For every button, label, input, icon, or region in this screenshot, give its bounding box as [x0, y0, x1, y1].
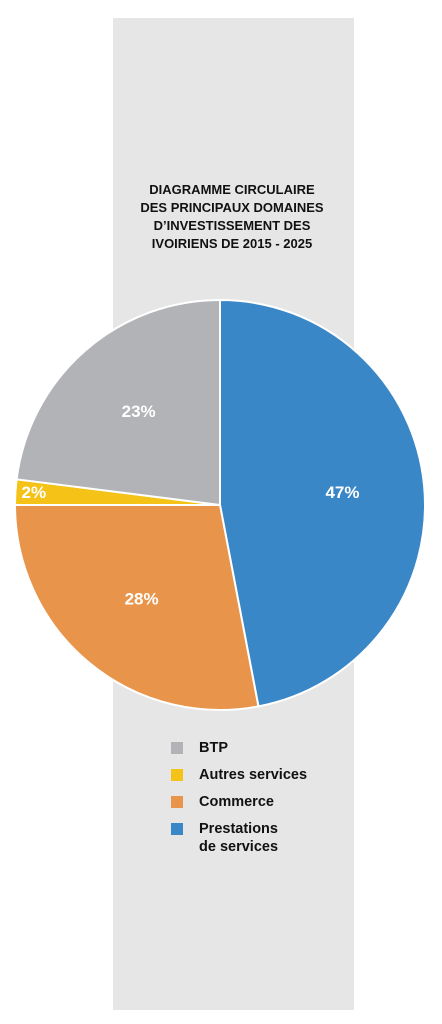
legend-swatch [171, 796, 183, 808]
legend-label: BTP [199, 740, 228, 756]
value-label: 28% [125, 589, 159, 608]
value-label: 23% [122, 402, 156, 421]
legend-label: Prestations de services [199, 821, 278, 855]
chart-title: DIAGRAMME CIRCULAIRE DES PRINCIPAUX DOMAI… [140, 182, 324, 251]
value-label: 47% [325, 483, 359, 502]
pie-slice [13, 504, 260, 711]
legend-label: Commerce [199, 794, 274, 810]
legend-swatch [171, 769, 183, 781]
value-label: 2% [22, 483, 47, 502]
legend-swatch [171, 823, 183, 835]
legend-label: Autres services [199, 767, 307, 783]
pie-slice [15, 298, 221, 507]
pie-slice [219, 298, 426, 708]
legend-swatch [171, 742, 183, 754]
